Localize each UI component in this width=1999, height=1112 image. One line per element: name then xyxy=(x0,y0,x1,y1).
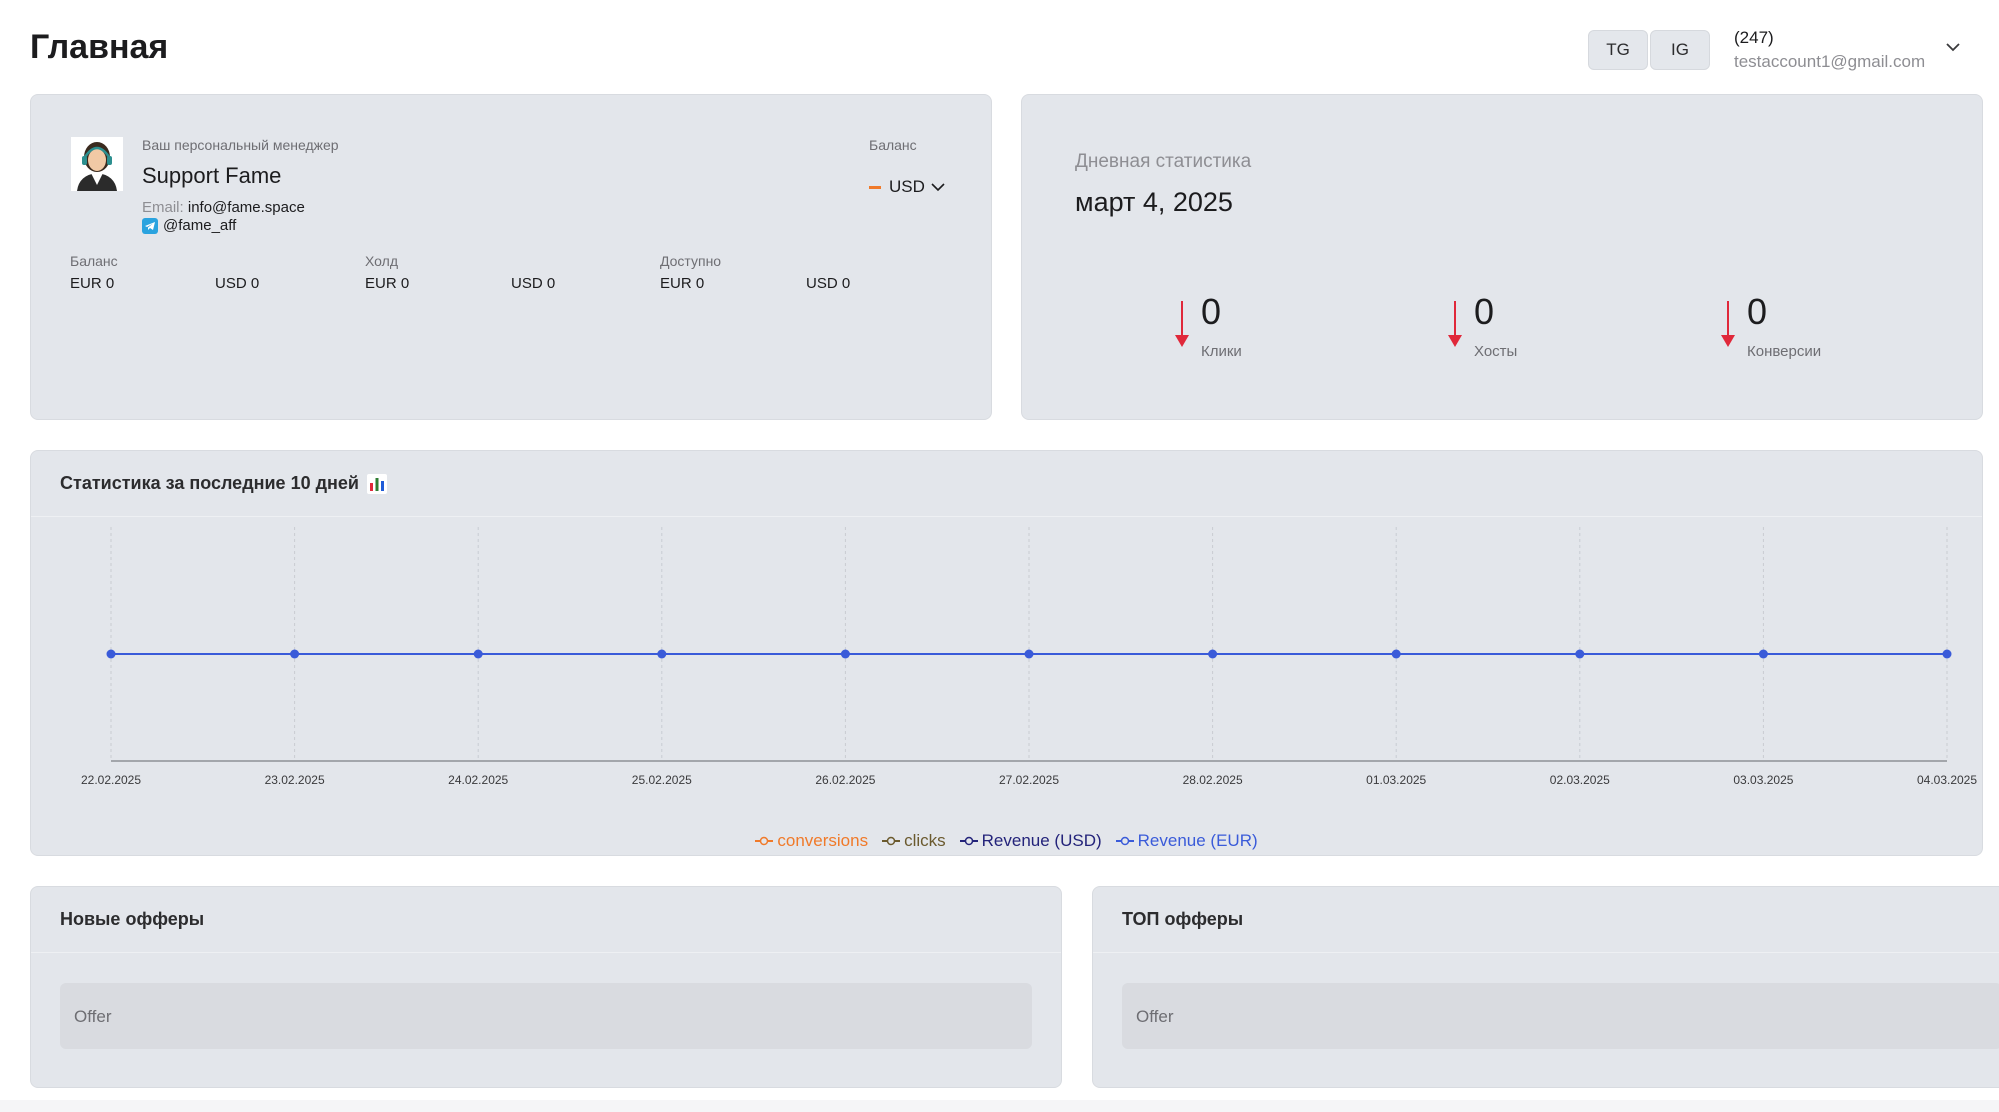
arrow-down-icon xyxy=(1175,301,1189,347)
legend-marker-icon xyxy=(882,836,901,846)
balance-label: Баланс xyxy=(869,137,917,153)
chart-header: Статистика за последние 10 дней xyxy=(31,451,1982,517)
chevron-down-icon xyxy=(931,183,945,192)
new-offers-card: Новые офферы Offer xyxy=(30,886,1062,1088)
currency-select[interactable]: USD xyxy=(869,177,945,197)
legend-marker-icon xyxy=(959,836,978,846)
metric-label: Клики xyxy=(1201,343,1242,360)
new-offers-offer-field[interactable]: Offer xyxy=(60,983,1032,1049)
data-point xyxy=(106,649,116,659)
metric-value: 0 xyxy=(1201,291,1222,332)
manager-telegram[interactable]: @fame_aff xyxy=(142,217,236,234)
data-point xyxy=(1391,649,1401,659)
data-point xyxy=(473,649,483,659)
data-point xyxy=(1208,649,1218,659)
legend-label: Revenue (USD) xyxy=(981,831,1102,850)
data-point xyxy=(840,649,850,659)
manager-card: Ваш персональный менеджер Support Fame E… xyxy=(30,94,992,420)
legend-item[interactable]: clicks xyxy=(882,831,946,851)
bar-chart-icon xyxy=(366,474,387,494)
x-tick-label: 22.02.2025 xyxy=(81,773,141,787)
data-point xyxy=(290,649,300,659)
stats-chart-card: Статистика за последние 10 дней 22.02.20… xyxy=(30,450,1983,856)
metric-label: Конверсии xyxy=(1747,343,1822,360)
arrow-down-icon xyxy=(1721,301,1735,347)
daily-stats-date: март 4, 2025 xyxy=(1075,187,1233,217)
currency-value: USD xyxy=(889,177,925,196)
tg-button[interactable]: TG xyxy=(1588,30,1648,70)
legend-label: conversions xyxy=(777,831,869,850)
line-chart: 22.02.2025 23.02.2025 24.02.2025 25.02.2025… xyxy=(81,527,1977,787)
finance-balance-usd: USD 0 xyxy=(215,275,260,292)
finance-balance-label: Баланс xyxy=(70,253,118,269)
bottom-strip xyxy=(0,1100,1999,1112)
legend-item[interactable]: conversions xyxy=(755,831,868,851)
legend-label: Revenue (EUR) xyxy=(1137,831,1258,850)
finance-available-label: Доступно xyxy=(660,253,722,269)
metric-conversions: 0 Конверсии xyxy=(1719,291,1879,371)
daily-stats-card: Дневная статистика март 4, 2025 0 Клики … xyxy=(1021,94,1983,420)
metric-value: 0 xyxy=(1747,291,1768,332)
manager-label: Ваш персональный менеджер xyxy=(142,137,339,153)
legend-marker-icon xyxy=(755,836,774,846)
x-tick-label: 04.03.2025 xyxy=(1917,773,1977,787)
legend-item[interactable]: Revenue (EUR) xyxy=(1115,831,1258,851)
manager-avatar xyxy=(71,137,123,191)
legend-marker-icon xyxy=(1115,836,1134,846)
x-tick-label: 01.03.2025 xyxy=(1366,773,1426,787)
data-point xyxy=(1024,649,1034,659)
email-label: Email: xyxy=(142,199,184,216)
x-tick-label: 28.02.2025 xyxy=(1183,773,1243,787)
finance-hold-eur: EUR 0 xyxy=(365,275,410,292)
data-point xyxy=(1758,649,1768,659)
metric-label: Хосты xyxy=(1474,343,1518,360)
finance-balance-eur: EUR 0 xyxy=(70,275,115,292)
x-tick-label: 24.02.2025 xyxy=(448,773,508,787)
chart-legend: conversions clicks Revenue (USD) Revenue (E… xyxy=(31,831,1982,851)
account-count: (247) xyxy=(1734,28,1774,47)
top-offers-header: ТОП офферы xyxy=(1093,887,1999,953)
finance-available-usd: USD 0 xyxy=(806,275,851,292)
x-tick-label: 23.02.2025 xyxy=(265,773,325,787)
arrow-down-icon xyxy=(1448,301,1462,347)
finance-hold-label: Холд xyxy=(365,253,398,269)
finance-hold-usd: USD 0 xyxy=(511,275,556,292)
data-point xyxy=(1942,649,1952,659)
x-tick-label: 03.03.2025 xyxy=(1733,773,1793,787)
currency-marker xyxy=(869,185,881,189)
top-offers-title: ТОП офферы xyxy=(1122,909,1244,929)
account-email: testaccount1@gmail.com xyxy=(1734,52,1926,71)
manager-name: Support Fame xyxy=(142,163,282,188)
chart-title: Статистика за последние 10 дней xyxy=(60,473,359,493)
x-tick-label: 25.02.2025 xyxy=(632,773,692,787)
telegram-handle: @fame_aff xyxy=(163,217,237,234)
legend-item[interactable]: Revenue (USD) xyxy=(959,831,1102,851)
x-tick-label: 26.02.2025 xyxy=(815,773,875,787)
new-offers-title: Новые офферы xyxy=(60,909,205,929)
top-offers-offer-field[interactable]: Offer xyxy=(1122,983,1999,1049)
data-point xyxy=(657,649,667,659)
metric-hosts: 0 Хосты xyxy=(1446,291,1606,371)
email-value[interactable]: info@fame.space xyxy=(187,199,305,216)
account-menu[interactable]: (247) testaccount1@gmail.com xyxy=(1734,28,1954,72)
manager-email: Email: info@fame.space xyxy=(142,199,305,216)
metric-clicks: 0 Клики xyxy=(1173,291,1333,371)
ig-button[interactable]: IG xyxy=(1650,30,1710,70)
legend-label: clicks xyxy=(904,831,946,850)
x-tick-label: 02.03.2025 xyxy=(1550,773,1610,787)
x-tick-label: 27.02.2025 xyxy=(999,773,1059,787)
new-offers-header: Новые офферы xyxy=(31,887,1061,953)
chevron-down-icon[interactable] xyxy=(1944,38,1962,56)
telegram-icon xyxy=(142,217,158,234)
metric-value: 0 xyxy=(1474,291,1495,332)
data-point xyxy=(1575,649,1585,659)
finance-available-eur: EUR 0 xyxy=(660,275,705,292)
page-title: Главная xyxy=(30,28,169,66)
top-offers-card: ТОП офферы Offer xyxy=(1092,886,1999,1088)
header-actions: TG IG (247) testaccount1@gmail.com xyxy=(1588,28,1954,72)
daily-stats-label: Дневная статистика xyxy=(1075,151,1252,172)
